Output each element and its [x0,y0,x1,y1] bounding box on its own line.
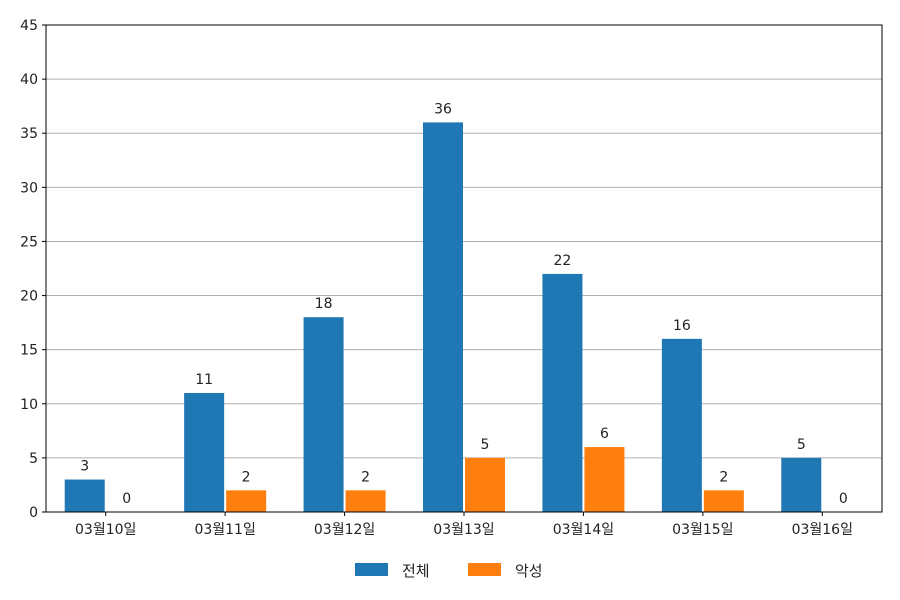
data-label-악성-03월15일: 2 [719,469,728,485]
y-tick-label-40: 40 [20,72,38,88]
data-label-전체-03월10일: 3 [80,459,89,475]
data-label-전체-03월11일: 11 [195,372,213,388]
x-tick-label-03월11일: 03월11일 [194,522,255,538]
data-label-전체-03월15일: 16 [673,318,691,334]
bar-전체-03월15일 [661,338,702,512]
bar-전체-03월13일 [423,122,463,513]
data-label-악성-03월11일: 2 [242,469,251,485]
x-tick-label-03월16일: 03월16일 [792,522,853,538]
data-label-전체-03월13일: 36 [434,101,452,117]
y-tick-label-0: 0 [29,505,38,521]
plot-frame [45,24,883,513]
data-label-악성-03월14일: 6 [600,426,609,442]
data-label-악성-03월10일: 0 [122,491,131,507]
y-tick-label-45: 45 [20,18,38,34]
bar-전체-03월11일 [184,392,225,512]
y-tick-label-25: 25 [20,234,38,250]
legend-label-전체: 전체 [402,562,430,580]
legend: 전체 악성 [355,562,543,580]
data-label-악성-03월12일: 2 [361,469,370,485]
y-tick-label-35: 35 [20,126,38,142]
legend-swatch-전체 [355,563,388,576]
y-tick-label-20: 20 [20,289,38,305]
data-label-악성-03월13일: 5 [481,437,490,453]
bar-악성-03월14일 [584,447,625,512]
grid-lines [46,78,882,459]
legend-swatch-악성 [468,563,501,576]
bar-전체-03월14일 [542,273,583,512]
x-tick-label-03월13일: 03월13일 [433,522,494,538]
bar-전체-03월16일 [781,457,822,512]
y-tick-label-10: 10 [20,397,38,413]
bar-악성-03월11일 [226,490,267,512]
y-tick-label-5: 5 [29,451,38,467]
x-tick-label-03월14일: 03월14일 [553,522,614,538]
x-tick-label-03월15일: 03월15일 [672,522,733,538]
y-tick-label-30: 30 [20,180,38,196]
data-label-악성-03월16일: 0 [839,491,848,507]
x-tick-label-03월12일: 03월12일 [314,522,375,538]
bar-악성-03월12일 [345,490,386,512]
data-label-전체-03월12일: 18 [315,296,333,312]
y-tick-label-15: 15 [20,343,38,359]
legend-label-악성: 악성 [515,562,543,580]
data-labels: 3 0 11 2 18 2 36 5 22 6 16 2 5 0 [80,101,847,507]
data-label-전체-03월14일: 22 [554,253,572,269]
bar-악성-03월13일 [465,457,505,512]
bar-전체-03월10일 [64,479,105,512]
bar-악성-03월15일 [703,490,744,512]
data-label-전체-03월16일: 5 [797,437,806,453]
bar-전체-03월12일 [303,317,344,512]
bars [64,122,822,513]
x-tick-label-03월10일: 03월10일 [75,522,136,538]
